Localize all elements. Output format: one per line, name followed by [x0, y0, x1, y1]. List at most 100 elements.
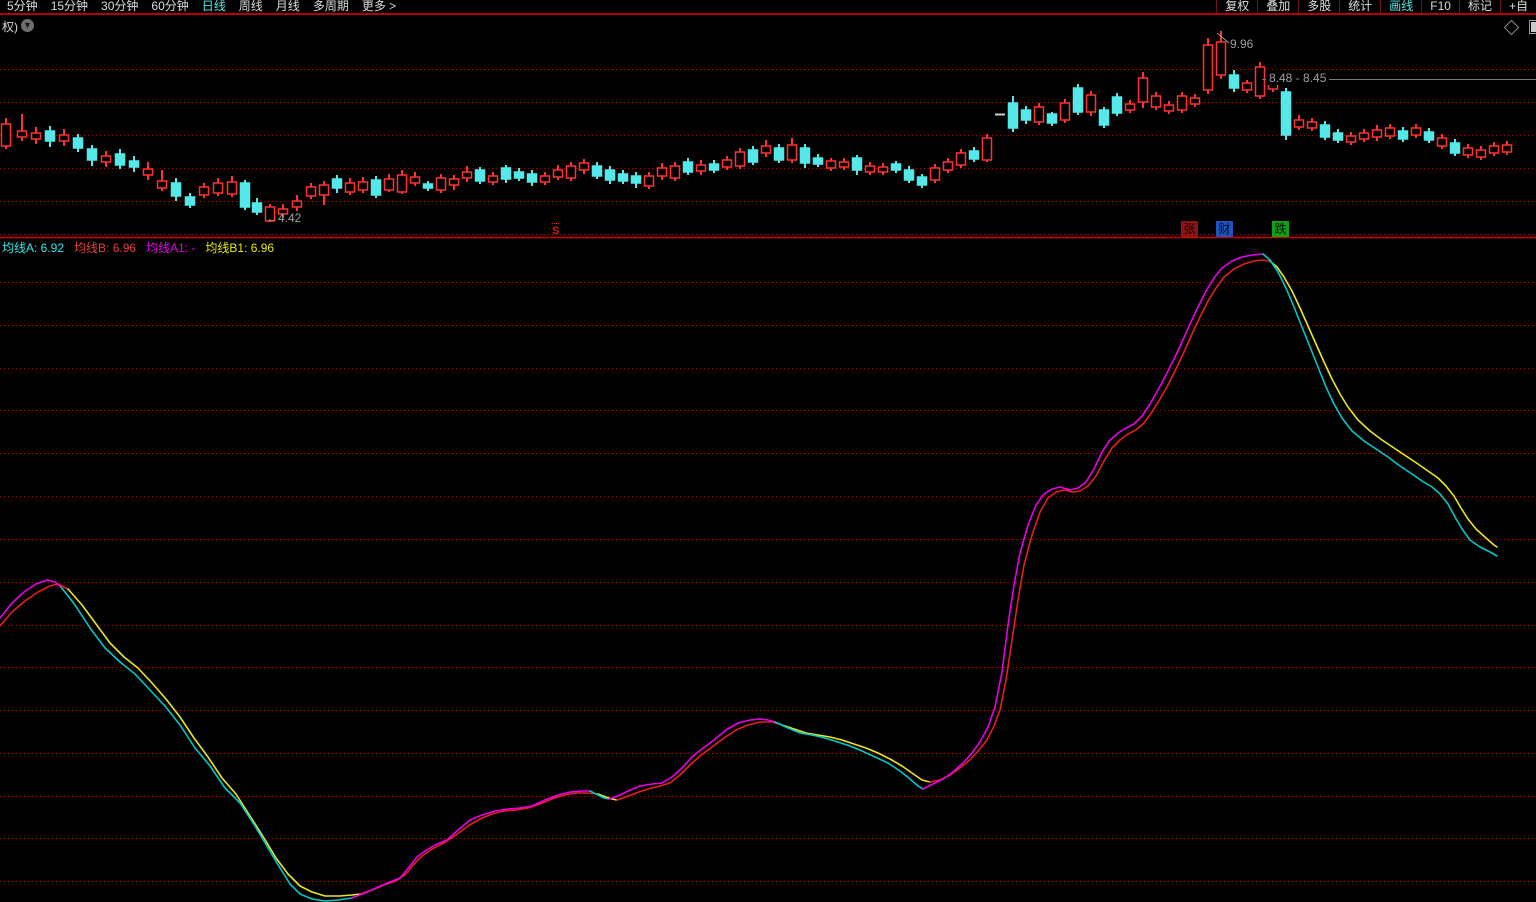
candle-body [1332, 132, 1344, 141]
candle-body [1410, 127, 1422, 136]
stock-title-fragment: 权) [2, 20, 18, 34]
candle-body [409, 176, 421, 184]
chevron-down-icon[interactable]: ▼ [21, 19, 34, 32]
candle-body [903, 169, 915, 181]
candle-body [1501, 144, 1513, 153]
candle-body [682, 161, 694, 173]
badge-cai[interactable]: 财 [1216, 221, 1233, 237]
price-level-label: 8.48 - 8.45 [1266, 71, 1330, 85]
ma-slow-segment [616, 721, 783, 801]
ma-fast-segment [60, 586, 353, 902]
menu-item-multi-period[interactable]: 多周期 [312, 0, 349, 13]
candle-body [890, 163, 902, 171]
candle-body [1098, 109, 1110, 126]
candle-body [1150, 95, 1162, 108]
menu-item-period-60min[interactable]: 60分钟 [151, 0, 189, 13]
candle-body [264, 206, 276, 222]
candle-body [1137, 77, 1149, 103]
candle-body [448, 178, 460, 186]
menu-item-period-month[interactable]: 月线 [275, 0, 300, 13]
candle-body [184, 196, 196, 206]
candle-body [864, 165, 876, 173]
panel-layout-icon[interactable] [1529, 20, 1536, 34]
candle-body [1371, 129, 1383, 138]
menu-item-f10[interactable]: F10 [1421, 0, 1459, 13]
menu-item-multi-stock[interactable]: 多股 [1298, 0, 1339, 13]
candle-body [669, 165, 681, 179]
candle-body [435, 177, 447, 191]
candle-body [1345, 135, 1357, 143]
candle-body [72, 137, 84, 149]
candle-body [1059, 102, 1071, 121]
ma-fast-segment [774, 721, 924, 790]
candle-body [1085, 94, 1097, 113]
label-ma-a1: 均线A1: - [146, 241, 196, 255]
candle-body [708, 163, 720, 171]
menu-item-statistics[interactable]: 统计 [1339, 0, 1380, 13]
candle-body [1306, 121, 1318, 129]
candle-body [1397, 130, 1409, 140]
candle-body [1241, 82, 1253, 91]
candle-body [1280, 91, 1292, 136]
candle-body [968, 150, 980, 160]
menu-item-mark[interactable]: 标记 [1458, 0, 1500, 13]
menu-item-add-custom[interactable]: +自 [1499, 0, 1536, 13]
candle-body [1202, 44, 1214, 91]
menu-item-overlay[interactable]: 叠加 [1257, 0, 1298, 13]
candle-body [1319, 124, 1331, 138]
candle-body [513, 171, 525, 179]
candle-body [100, 155, 112, 163]
candle-body [1358, 132, 1370, 140]
candle-body [617, 173, 629, 182]
high-price-label: 9.96 [1230, 37, 1254, 51]
candle-body [981, 137, 993, 161]
candle-body [1449, 142, 1461, 154]
candle-body [838, 161, 850, 168]
menu-item-period-15min[interactable]: 15分钟 [50, 0, 89, 13]
candle-body [578, 162, 590, 171]
candle-body [212, 182, 224, 194]
candle-body [604, 169, 616, 181]
candle-body [277, 208, 289, 215]
candle-body [1020, 109, 1032, 121]
candle-body [357, 181, 369, 191]
candle-body [291, 200, 303, 208]
label-ma-a: 均线A: 6.92 [2, 241, 65, 255]
candle-body [383, 178, 395, 191]
badge-zhang[interactable]: 张 [1181, 221, 1198, 237]
menu-item-more[interactable]: 更多 > [361, 0, 397, 13]
menu-item-fuquan[interactable]: 复权 [1216, 0, 1257, 13]
candle-body [630, 175, 642, 184]
menu-divider-line [0, 13, 1536, 15]
badge-die[interactable]: 跌 [1272, 221, 1289, 237]
menu-item-period-week[interactable]: 周线 [238, 0, 263, 13]
candle-body [760, 145, 772, 154]
candle-body [1228, 74, 1240, 89]
candle-body [812, 157, 824, 165]
candle-body [734, 151, 746, 167]
menu-item-period-30min[interactable]: 30分钟 [101, 0, 139, 13]
candle-body [1189, 97, 1201, 105]
candle-body [929, 167, 941, 181]
tools-menu: 复权 叠加 多股 统计 画线 F10 标记 +自 [1216, 0, 1536, 13]
ma-fast-segment [1262, 253, 1498, 557]
candle-body [773, 147, 785, 161]
candle-body [474, 169, 486, 182]
label-ma-b1: 均线B1: 6.96 [205, 241, 275, 255]
candle-body [422, 183, 434, 189]
candle-body [30, 132, 42, 140]
candle-body [1215, 41, 1227, 76]
menu-item-draw-line[interactable]: 画线 [1380, 0, 1421, 13]
menu-item-period-day[interactable]: 日线 [201, 0, 226, 13]
low-price-label: ←4.42 [266, 211, 302, 225]
candle-body [305, 186, 317, 197]
candle-body [1176, 95, 1188, 111]
menu-item-period-5min[interactable]: 5分钟 [7, 0, 38, 13]
candle-body [916, 176, 928, 186]
ma-slow-segment [1269, 260, 1498, 548]
candle-body [1462, 147, 1474, 156]
ma-slow-segment [67, 588, 361, 897]
top-menu-bar: 5分钟 15分钟 30分钟 60分钟 日线 周线 月线 多周期 更多 > 复权 叠加 多股 统计 画线 F… [0, 0, 1536, 13]
ma-fast-segment [589, 790, 610, 800]
